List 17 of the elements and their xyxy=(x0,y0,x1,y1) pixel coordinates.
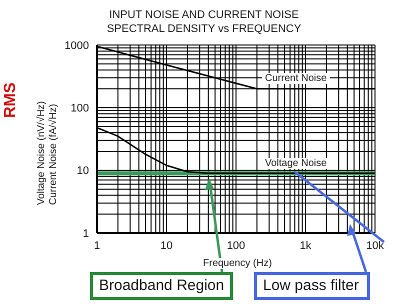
x-tick-label: 100 xyxy=(226,240,246,252)
x-tick-label: 1 xyxy=(94,240,100,252)
series-label: Current Noise xyxy=(262,73,330,84)
text: RMS xyxy=(2,82,20,118)
y-tick-label: 1000 xyxy=(64,40,89,52)
text: Low pass filter xyxy=(254,272,370,300)
x-tick-label: 10 xyxy=(160,240,173,252)
text: Broadband Region xyxy=(90,272,234,300)
y-tick-label: 10 xyxy=(76,165,89,178)
series-label: Voltage Noise xyxy=(262,158,330,169)
x-tick-label: 1k xyxy=(300,240,312,252)
x-axis-title: Frequency (Hz) xyxy=(201,258,274,269)
y-axis-title: Voltage Noise (nV/√Hz) Current Noise (fA/√Hz) xyxy=(36,101,60,205)
chart-title: INPUT NOISE AND CURRENT NOISE SPECTRAL DENSITY vs FREQUENCY xyxy=(106,8,302,36)
y-tick-label: 100 xyxy=(70,102,89,115)
y-tick-label: 1 xyxy=(82,228,89,240)
x-tick-label: 10k xyxy=(366,240,384,252)
